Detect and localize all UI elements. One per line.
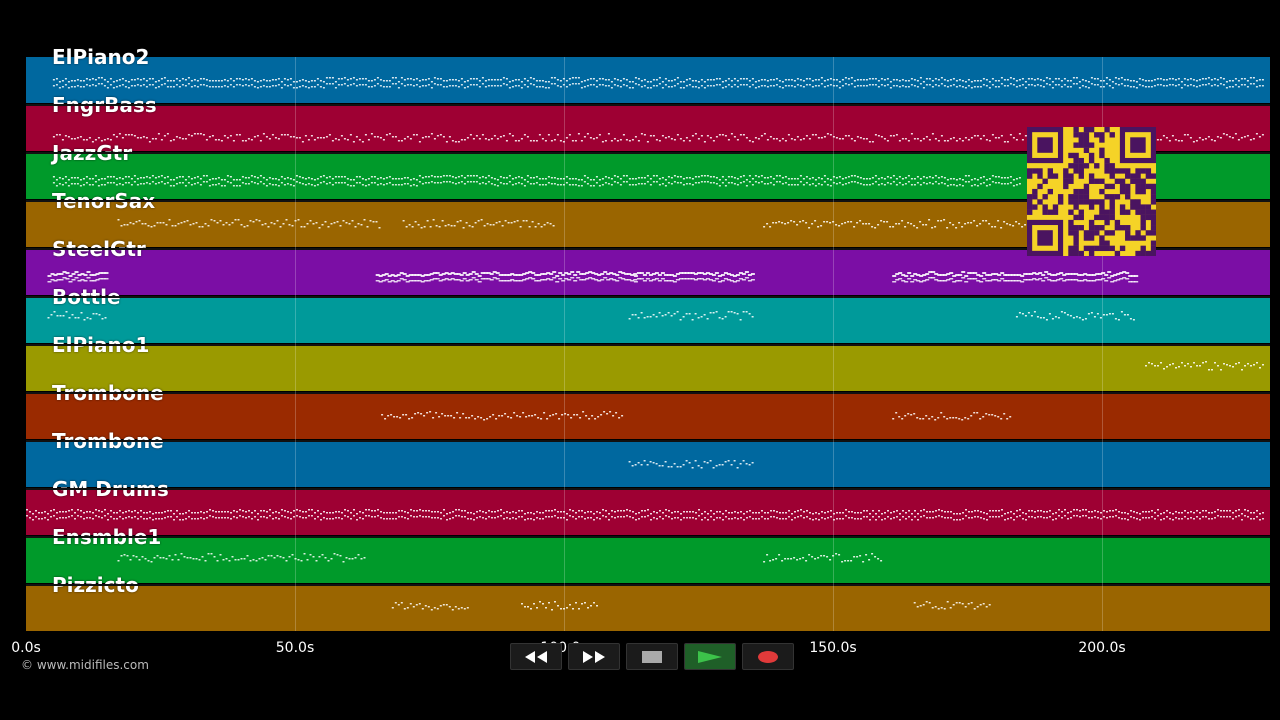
lane-separator [26, 440, 1270, 442]
track-notes [628, 460, 754, 469]
fast-forward-icon [583, 650, 605, 663]
stop-button[interactable] [626, 643, 678, 670]
play-button[interactable] [684, 643, 736, 670]
rewind-icon [525, 650, 547, 663]
copyright-text: © www.midifiles.com [21, 658, 149, 672]
time-tick-label: 150.0s [809, 640, 857, 656]
lane-separator [26, 200, 1270, 202]
track-lane: Trombone [26, 381, 1270, 439]
track-lane: GM Drums [26, 477, 1270, 535]
lane-separator [26, 104, 1270, 106]
track-notes [52, 133, 1264, 143]
track-notes [117, 553, 883, 563]
track-name: ElPiano2 [52, 45, 150, 69]
play-icon [698, 650, 722, 663]
time-tick-label: 50.0s [275, 640, 315, 656]
track-notes [52, 77, 1264, 89]
track-notes [381, 411, 1012, 421]
lane-separator [26, 248, 1270, 250]
track-notes [52, 175, 1021, 187]
track-lane: Bottle [26, 285, 1270, 343]
stop-icon [642, 650, 662, 663]
record-icon [758, 650, 778, 663]
time-tick-label: 0.0s [11, 640, 41, 656]
record-button[interactable] [742, 643, 794, 670]
track-lane: ElPiano2 [26, 45, 1270, 103]
track-lane: SteelGtr [26, 237, 1270, 295]
lane-separator [26, 488, 1270, 490]
track-notes [47, 271, 1139, 283]
time-tick-label: 200.0s [1078, 640, 1126, 656]
track-lane: Trombone [26, 429, 1270, 487]
lane-separator [26, 536, 1270, 538]
lane-separator [26, 344, 1270, 346]
track-lanes: ElPiano2 FngrBass JazzGtr TenorSax SteelGtr B… [26, 45, 1270, 631]
fast-forward-button[interactable] [568, 643, 620, 670]
track-notes [26, 509, 1264, 521]
track-notes [47, 311, 1135, 321]
track-lane: ElPiano1 [26, 333, 1270, 391]
qr-code-image [1027, 127, 1157, 257]
track-notes [117, 219, 1027, 229]
track-notes [391, 601, 991, 611]
lane-separator [26, 392, 1270, 394]
track-notes [1145, 361, 1264, 371]
rewind-button[interactable] [510, 643, 562, 670]
lane-separator [26, 296, 1270, 298]
playback-controls [510, 643, 794, 670]
track-lane: Ensmble1 [26, 525, 1270, 583]
track-lane: Pizzicto [26, 573, 1270, 631]
lane-separator [26, 584, 1270, 586]
lane-separator [26, 152, 1270, 154]
